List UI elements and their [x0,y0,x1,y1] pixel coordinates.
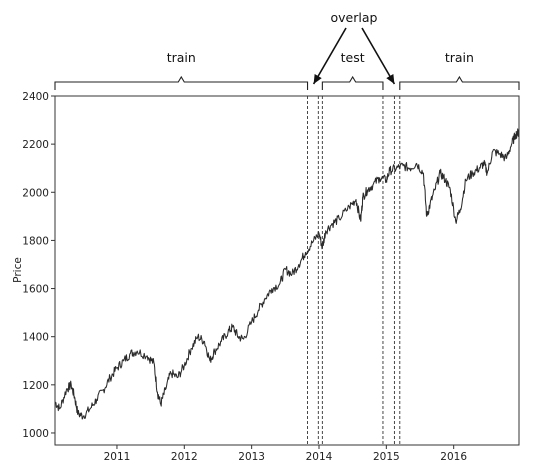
x-tick-label: 2014 [306,451,333,463]
plot-frame [54,95,520,446]
split-label: test [341,50,365,65]
y-axis-label: Price [12,257,24,283]
overlap-arrow [361,27,396,85]
split-bracket [54,75,309,90]
y-ticks: 1000 1200 1400 1600 1800 2000 2200 2400 [22,91,55,440]
overlap-label: overlap [331,10,378,25]
split-bracket [321,75,384,90]
x-tick-label: 2011 [104,451,131,463]
x-tick-label: 2016 [440,451,467,463]
y-tick-label: 1800 [22,235,49,247]
overlap-arrow [312,27,347,85]
x-tick-label: 2015 [373,451,400,463]
x-tick-label: 2012 [171,451,198,463]
y-tick-label: 1200 [22,380,49,392]
y-tick-label: 1600 [22,284,49,296]
split-label: train [167,50,196,65]
split-brackets: train test train [54,50,520,90]
split-bracket [399,75,520,90]
y-tick-label: 1400 [22,332,49,344]
overlap-arrowhead [386,74,395,84]
price-series-line [54,128,520,420]
y-tick-label: 2400 [22,91,49,103]
x-ticks: 2011 2012 2013 2014 2015 2016 [104,445,467,463]
y-tick-label: 2200 [22,139,49,151]
overlap-arrowhead [313,74,322,84]
y-tick-label: 1000 [22,428,49,440]
split-boundaries [307,96,401,445]
split-label: train [445,50,474,65]
overlap-annotation: overlap [312,10,396,85]
x-tick-label: 2013 [238,451,265,463]
y-tick-label: 2000 [22,187,49,199]
